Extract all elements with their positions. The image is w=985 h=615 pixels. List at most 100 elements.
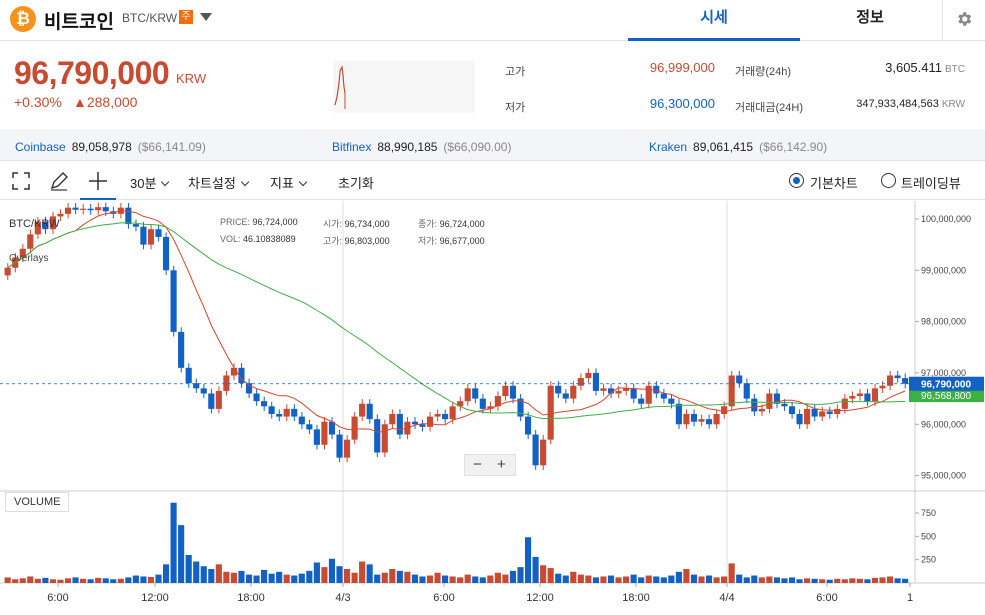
y-tick-label: 98,000,000 <box>921 317 966 327</box>
ohlc-volume: VOL: 46.10838089 <box>220 234 296 244</box>
candle <box>411 421 418 425</box>
volume-bar <box>585 575 592 583</box>
chart-settings-menu[interactable]: 차트설정 <box>188 173 250 192</box>
candle <box>630 388 637 399</box>
volume-bar <box>298 573 305 583</box>
volume-bar <box>766 576 773 583</box>
candle <box>592 372 599 391</box>
tradingview-radio[interactable] <box>881 173 896 188</box>
candle <box>804 408 811 425</box>
volume-bar <box>132 575 139 583</box>
candle <box>834 408 841 415</box>
volume-bar <box>683 569 690 583</box>
volume-bar <box>773 577 780 583</box>
volume-bar <box>864 579 871 583</box>
volume-bar <box>758 577 765 583</box>
candle <box>819 411 826 417</box>
pencil-icon[interactable] <box>48 170 70 192</box>
volume-tick-label: 500 <box>921 531 936 541</box>
candle <box>389 414 396 425</box>
exchange-coinbase[interactable]: Coinbase 89,058,978 ($66,141.09) <box>15 140 206 154</box>
volume-bar <box>494 572 501 583</box>
volume-bar <box>426 575 434 583</box>
candle <box>751 398 758 412</box>
tradingview-label[interactable]: 트레이딩뷰 <box>901 176 961 191</box>
candle <box>464 388 471 402</box>
candle <box>902 378 909 384</box>
volume-bar <box>698 576 705 583</box>
y-tick-label: 97,000,000 <box>921 368 966 378</box>
zoom-out-button[interactable]: − <box>473 456 482 473</box>
volume-bar <box>419 576 426 583</box>
volume-bar <box>871 577 879 583</box>
volume-bar <box>291 575 298 583</box>
ma-long-line <box>7 222 906 420</box>
overlays-label[interactable]: Overlays <box>9 253 49 264</box>
candle <box>49 216 56 230</box>
bitcoin-logo-icon: ₿ <box>10 6 36 32</box>
candle <box>125 207 132 225</box>
basic-chart-radio[interactable] <box>789 173 804 188</box>
interval-select[interactable]: 30분 <box>130 173 170 192</box>
volume-bar <box>660 577 667 583</box>
candle <box>253 393 260 402</box>
volume-bar <box>547 568 554 583</box>
volume-bar <box>811 578 818 583</box>
candle <box>811 408 818 417</box>
basic-chart-label[interactable]: 기본차트 <box>810 176 858 191</box>
zoom-in-button[interactable]: + <box>497 456 506 473</box>
indicators-menu[interactable]: 지표 <box>270 173 308 192</box>
volume-bar <box>411 574 418 583</box>
x-tick-label: 18:00 <box>622 592 650 604</box>
ma-price-tag <box>909 388 984 403</box>
volume-bar <box>879 577 886 583</box>
candle <box>645 385 652 404</box>
volume-bar <box>615 577 622 583</box>
gear-icon <box>958 12 972 26</box>
tab-price[interactable]: 시세 <box>628 0 800 41</box>
candle <box>698 419 705 422</box>
volume-bar <box>162 564 170 583</box>
candle <box>193 383 200 389</box>
candle <box>472 388 479 399</box>
volume-bar <box>57 579 64 583</box>
candle <box>487 406 494 409</box>
volume-bar <box>351 572 358 583</box>
candle <box>585 372 592 379</box>
candle <box>261 401 268 407</box>
chevron-down-icon <box>161 177 170 187</box>
volume-bar <box>509 570 517 583</box>
candle <box>374 419 381 453</box>
x-tick-label: 18:00 <box>237 592 265 604</box>
high-value: 96,999,000 <box>649 60 715 75</box>
reset-button[interactable]: 초기화 <box>338 176 374 191</box>
price-chart[interactable]: 100,000,000 99,000,000 98,000,000 97,000,00… <box>0 201 985 615</box>
candle <box>434 414 441 417</box>
chart-title: BTC/KRW <box>9 218 60 230</box>
candle <box>758 408 765 412</box>
volume-bar <box>276 571 283 583</box>
volume-bar <box>193 561 200 583</box>
volume-bar <box>27 576 34 583</box>
volume-bar <box>849 578 856 583</box>
exchange-bitfinex[interactable]: Bitfinex 88,990,185 ($66,090.00) <box>332 140 512 154</box>
candle <box>781 403 788 407</box>
volume-bar <box>532 556 539 583</box>
chevron-down-icon[interactable] <box>200 13 212 21</box>
volume-bar <box>804 578 811 583</box>
settings-button[interactable] <box>942 0 985 41</box>
candle <box>517 398 524 417</box>
exchange-kraken[interactable]: Kraken 89,061,415 ($66,142.90) <box>649 140 828 154</box>
volume-bar <box>819 579 826 583</box>
exchange-bar: Coinbase 89,058,978 ($66,141.09) Bitfinex 8… <box>0 130 985 161</box>
candle <box>773 393 780 404</box>
crosshair-button[interactable] <box>80 162 116 200</box>
candle <box>690 414 698 422</box>
candle <box>841 398 848 409</box>
chart-canvas[interactable]: 100,000,000 99,000,000 98,000,000 97,000,00… <box>0 201 985 615</box>
fullscreen-icon[interactable] <box>10 170 32 192</box>
tab-info[interactable]: 정보 <box>856 9 884 26</box>
coin-name: 비트코인 <box>44 12 114 33</box>
candle <box>615 390 622 394</box>
volume-bar <box>751 575 758 583</box>
